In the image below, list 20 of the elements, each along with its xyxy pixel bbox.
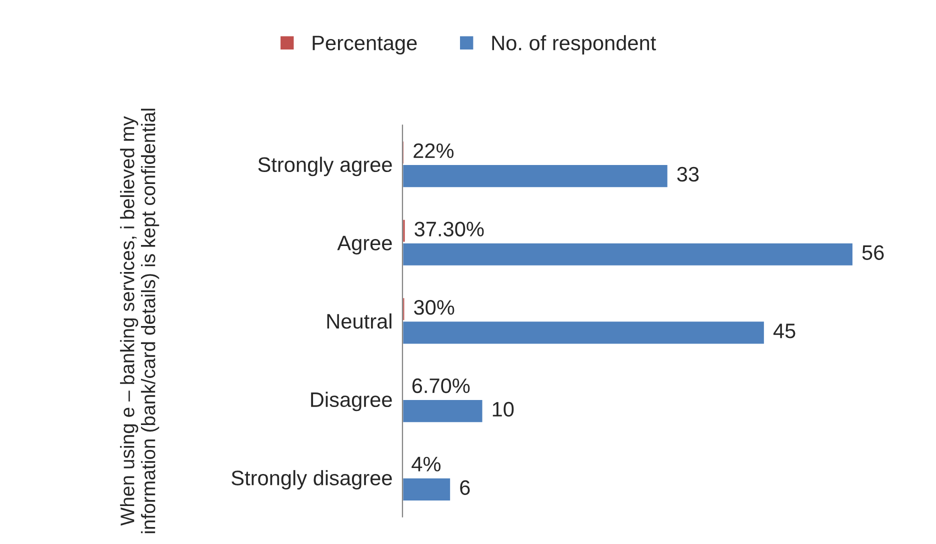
bar [402, 398, 484, 424]
y-tick-label: Agree [337, 236, 392, 254]
data-label: 33 [677, 166, 699, 182]
data-label: 6.70% [412, 378, 470, 394]
y-tick-label: Disagree [311, 392, 392, 412]
data-label: 4% [412, 456, 441, 472]
data-label: 45 [773, 324, 796, 338]
data-label: 10 [492, 402, 514, 417]
data-label: 22% [414, 143, 454, 158]
y-tick-label: Strongly disagree [232, 470, 392, 490]
y-tick-label: Strongly agree [258, 156, 392, 176]
y-axis-title: When using e – banking services, i believed my information (bank/card details) is kept confidential [120, 108, 160, 534]
y-tick-label: Neutral [327, 313, 392, 329]
data-label: 6 [460, 480, 470, 495]
data-label: 30% [414, 300, 454, 315]
legend-label: Percentage [312, 36, 417, 54]
data-label: 37.30% [414, 222, 484, 236]
legend-label: No. of respondent [492, 35, 656, 54]
bar [402, 476, 452, 502]
data-label: 56 [862, 245, 884, 260]
